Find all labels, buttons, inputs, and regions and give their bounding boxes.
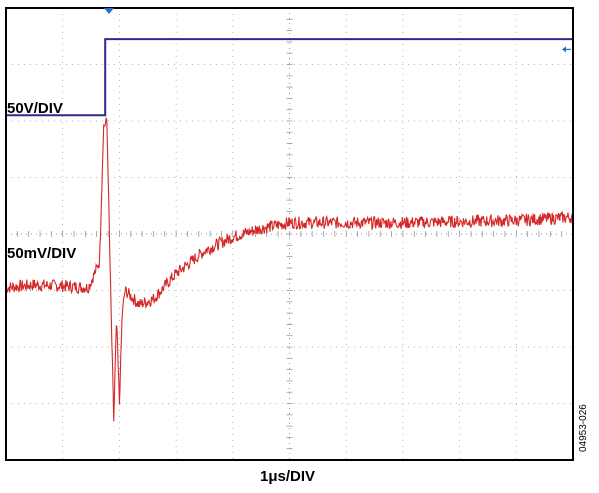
figure-id-label: 04953-026 bbox=[578, 404, 589, 452]
channel-2-scale-label: 50mV/DIV bbox=[7, 245, 76, 262]
time-scale-label: 1μs/DIV bbox=[260, 468, 315, 485]
channel-1-scale-label: 50V/DIV bbox=[7, 100, 63, 117]
